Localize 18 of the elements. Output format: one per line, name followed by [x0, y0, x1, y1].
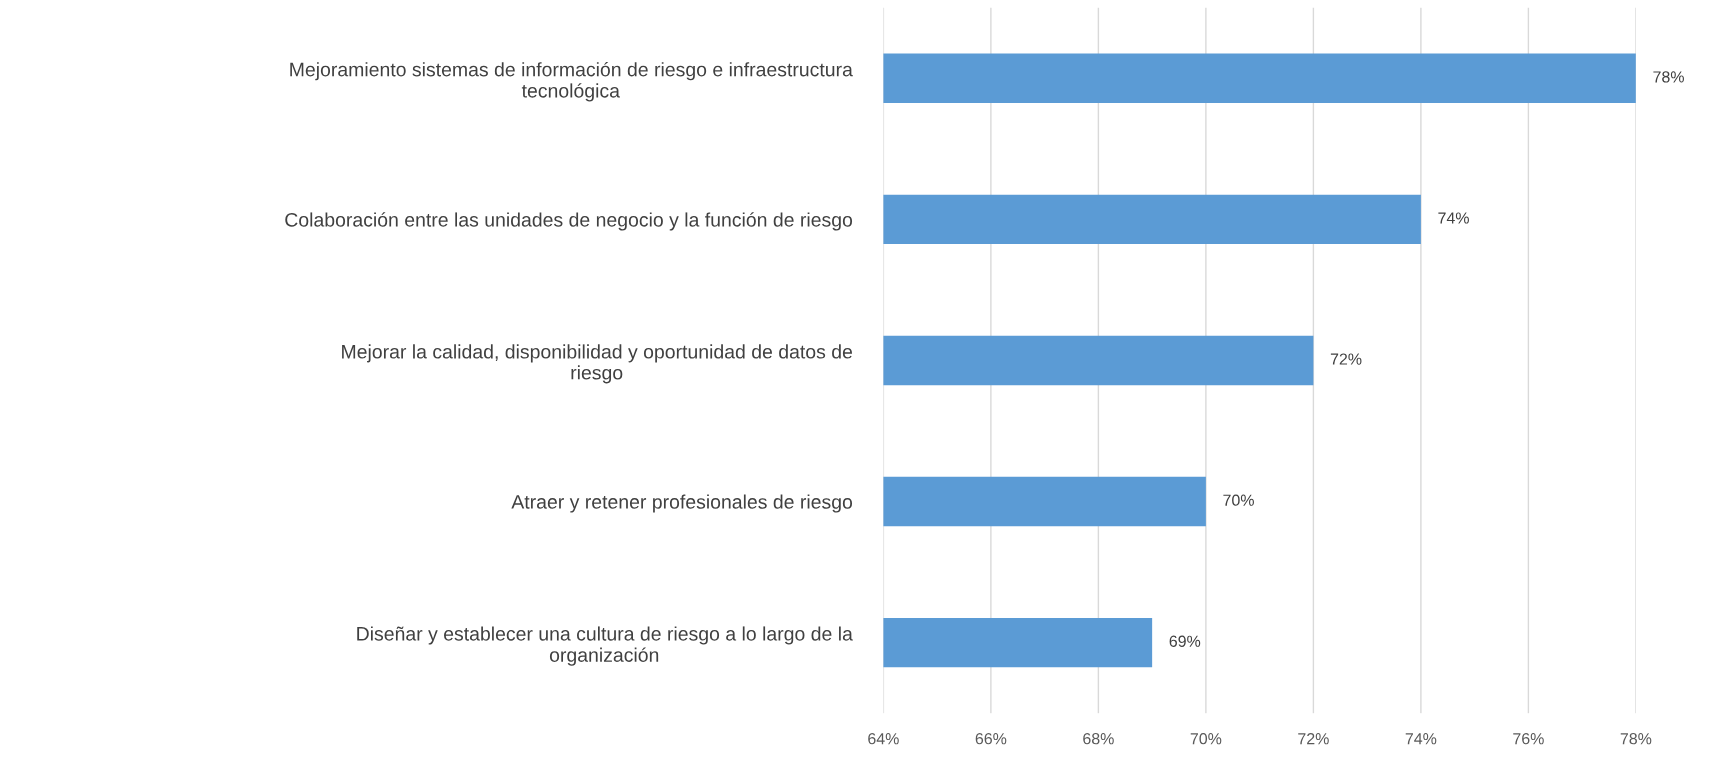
y-tick-label: Atraer y retener profesionales de riesgo: [511, 494, 853, 513]
x-tick-label: 66%: [975, 733, 1007, 745]
data-label: 70%: [1223, 494, 1254, 506]
x-tick-label: 76%: [1513, 733, 1544, 745]
y-tick-label: Mejorar la calidad, disponibilidad y oportunidad de datos de riesgo: [342, 344, 853, 384]
y-tick-label: Diseñar y establecer una cultura de riesgo a lo largo de la organización: [357, 626, 853, 666]
y-tick-label: Colaboración entre las unidades de negocio y la función de riesgo: [285, 212, 853, 231]
data-label: 74%: [1438, 212, 1469, 224]
x-tick-label: 78%: [1620, 733, 1652, 745]
data-label: 69%: [1169, 635, 1201, 647]
y-tick-label: Mejoramiento sistemas de información de riesgo e infraestructura tecnológica: [290, 61, 853, 102]
data-label: 78%: [1653, 71, 1684, 83]
x-tick-label: 74%: [1405, 733, 1437, 745]
data-label: 72%: [1330, 353, 1362, 365]
x-tick-label: 70%: [1190, 733, 1222, 745]
x-tick-label: 72%: [1298, 733, 1329, 745]
x-tick-label: 64%: [868, 733, 899, 745]
x-tick-label: 68%: [1083, 733, 1114, 745]
